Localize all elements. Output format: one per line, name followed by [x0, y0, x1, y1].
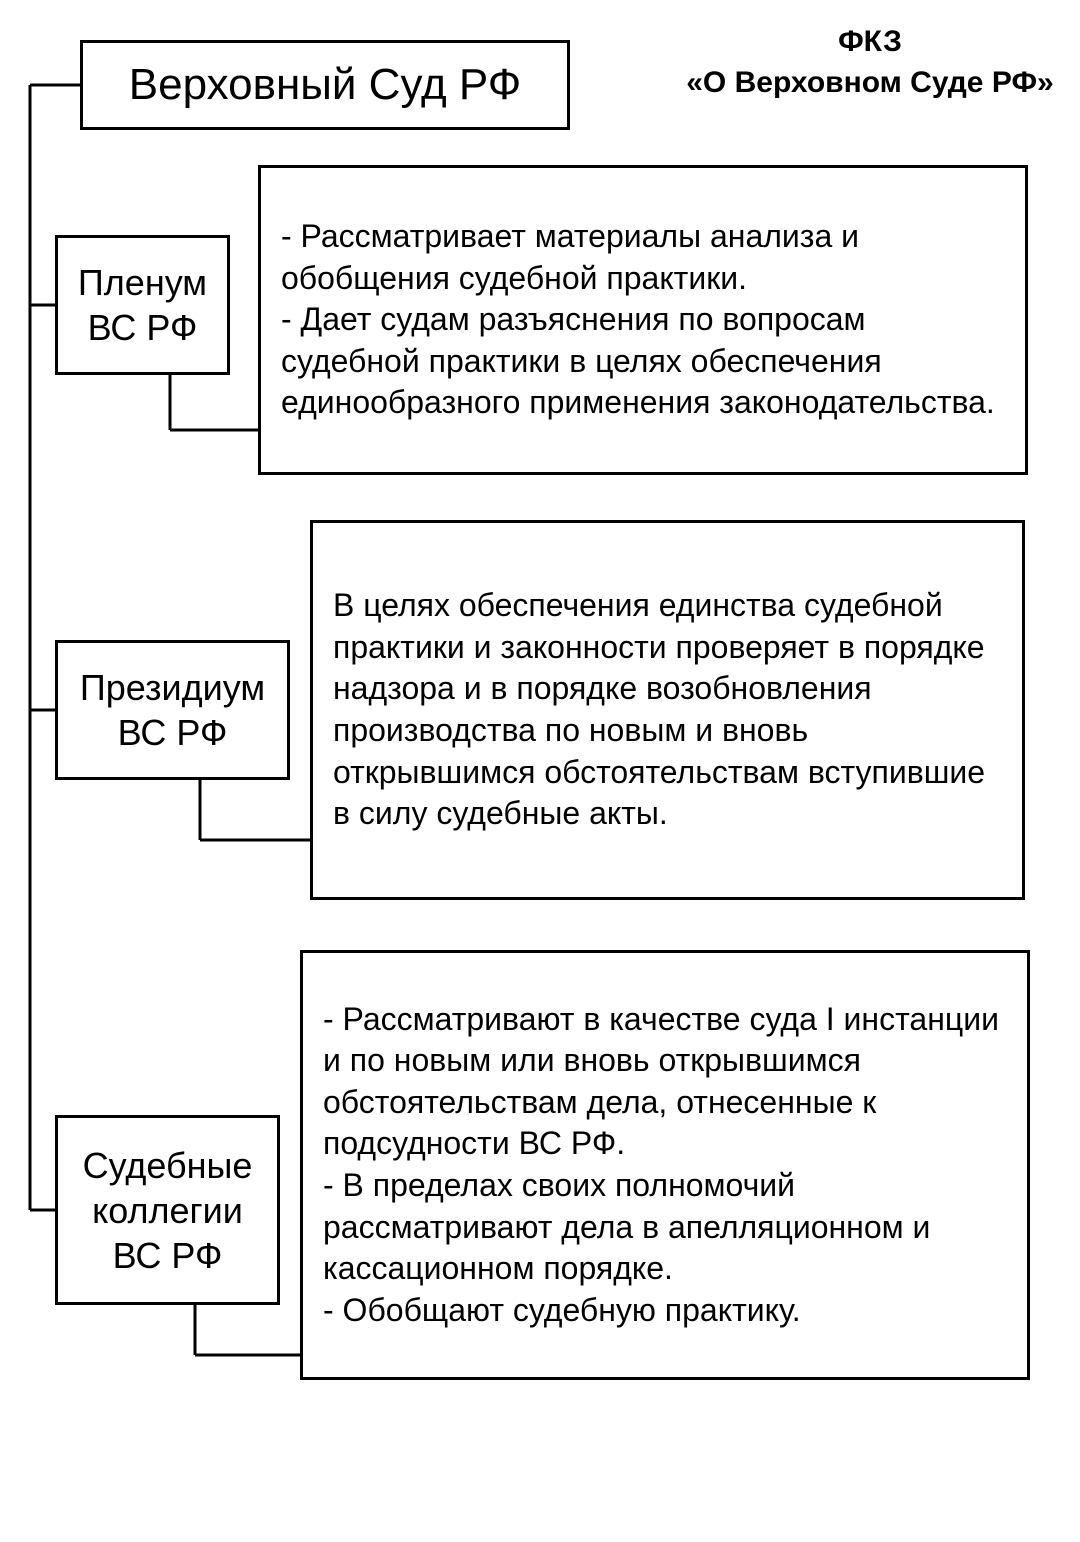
header-note-line2: «О Верховном Суде РФ»: [680, 63, 1060, 104]
node-plenum-line1: Пленум: [78, 260, 207, 305]
node-presidium: Президиум ВС РФ: [55, 640, 290, 780]
desc-collegia-text: - Рассматривают в качестве суда I инстан…: [323, 999, 1007, 1332]
node-plenum-line2: ВС РФ: [88, 305, 198, 350]
root-node: Верховный Суд РФ: [80, 40, 570, 130]
desc-collegia: - Рассматривают в качестве суда I инстан…: [300, 950, 1030, 1380]
desc-plenum-text: - Рассматривает материалы анализа и обоб…: [281, 216, 1005, 424]
desc-presidium-text: В целях обеспечения единства судебной пр…: [333, 585, 1002, 835]
node-collegia-line2: коллегии: [92, 1188, 243, 1233]
desc-plenum: - Рассматривает материалы анализа и обоб…: [258, 165, 1028, 475]
header-note: ФКЗ «О Верховном Суде РФ»: [680, 22, 1060, 103]
desc-presidium: В целях обеспечения единства судебной пр…: [310, 520, 1025, 900]
node-collegia-line1: Судебные: [83, 1143, 253, 1188]
node-presidium-line2: ВС РФ: [118, 710, 228, 755]
node-presidium-line1: Президиум: [80, 665, 265, 710]
header-note-line1: ФКЗ: [680, 22, 1060, 63]
diagram-canvas: ФКЗ «О Верховном Суде РФ» Верховный Суд …: [0, 0, 1080, 1542]
node-plenum: Пленум ВС РФ: [55, 235, 230, 375]
root-label: Верховный Суд РФ: [129, 59, 521, 112]
node-collegia: Судебные коллегии ВС РФ: [55, 1115, 280, 1305]
node-collegia-line3: ВС РФ: [113, 1233, 223, 1278]
